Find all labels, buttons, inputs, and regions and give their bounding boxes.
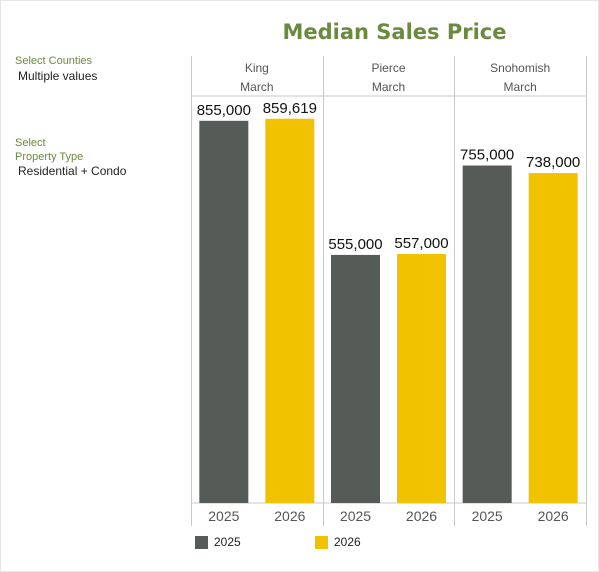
panel-county-label: King [245, 61, 269, 75]
x-tick-label: 2026 [538, 508, 569, 524]
bar-value-label: 755,000 [460, 147, 514, 164]
x-tick-label: 2025 [340, 508, 371, 524]
select-counties-label: Select Counties [15, 55, 93, 67]
counties-filter-dropdown[interactable]: Multiple values [18, 69, 98, 83]
select-property-type-label-line2: Property Type [15, 151, 84, 163]
legend-item-2025[interactable]: 2025 [195, 535, 241, 549]
bar-value-label: 555,000 [328, 236, 382, 253]
bar-pierce-2026 [397, 254, 446, 503]
panel-month-label: March [503, 80, 536, 94]
property-type-filter-dropdown[interactable]: Residential + Condo [18, 164, 127, 178]
x-tick-label: 2025 [208, 508, 239, 524]
legend-swatch [195, 535, 208, 549]
panel-county-label: Snohomish [490, 61, 550, 75]
select-property-type-label-line1: Select [15, 137, 46, 149]
bar-snohomish-2026 [528, 173, 578, 503]
bar-value-label: 557,000 [394, 235, 448, 252]
panel-month-label: March [372, 80, 405, 94]
bar-king-2025 [199, 120, 249, 503]
bar-pierce-2025 [331, 254, 380, 503]
x-tick-label: 2025 [472, 508, 503, 524]
bar-value-label: 738,000 [526, 154, 580, 171]
bar-king-2026 [265, 118, 315, 503]
chart-title: Median Sales Price [282, 20, 507, 44]
legend-item-2026[interactable]: 2026 [315, 535, 361, 549]
bar-value-label: 855,000 [197, 102, 251, 119]
panel-month-label: March [240, 80, 273, 94]
legend-swatch [315, 535, 328, 549]
legend-label: 2025 [214, 535, 241, 549]
x-tick-label: 2026 [274, 508, 305, 524]
panel-county-label: Pierce [371, 61, 405, 75]
bar-snohomish-2025 [462, 165, 512, 503]
x-tick-label: 2026 [406, 508, 437, 524]
bar-value-label: 859,619 [263, 100, 317, 117]
legend-label: 2026 [334, 535, 361, 549]
